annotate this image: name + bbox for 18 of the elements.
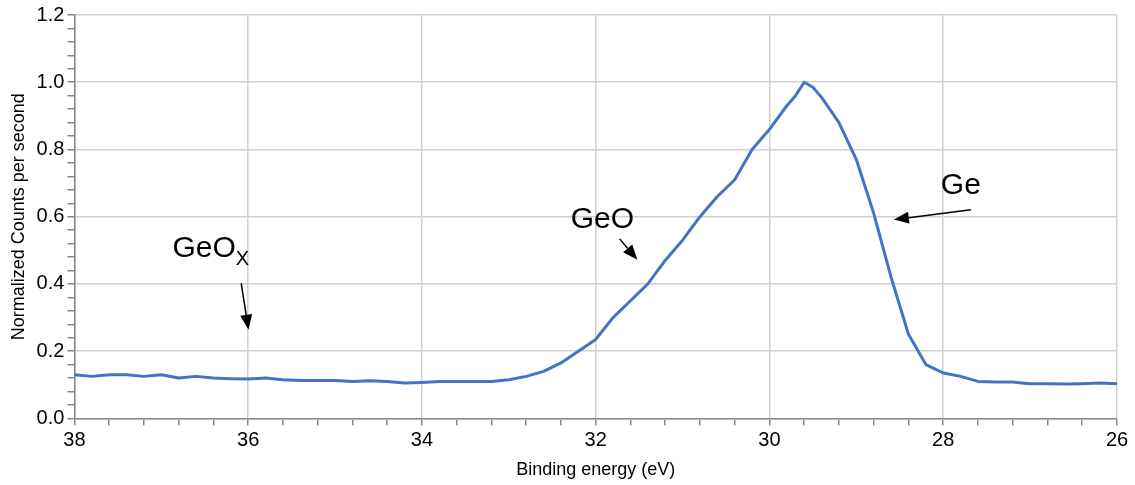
x-tick-label: 30 [758, 427, 781, 450]
x-axis-title: Binding energy (eV) [516, 459, 676, 480]
x-tick-label: 28 [932, 427, 955, 450]
annotation: GeO [570, 201, 635, 234]
y-tick-label: 1.2 [36, 2, 65, 25]
y-tick-label: 0.8 [36, 136, 65, 159]
annotation: Ge [940, 166, 981, 200]
y-tick-label: 0.2 [36, 338, 65, 361]
y-tick-label: 0.4 [36, 271, 65, 294]
x-tick-label: 38 [63, 427, 86, 450]
y-tick-label: 0.6 [36, 204, 65, 227]
x-tick-label: 32 [584, 427, 607, 450]
y-tick-label: 0.0 [36, 405, 65, 428]
y-tick-label: 1.0 [36, 69, 65, 92]
y-axis-title: Normalized Counts per second [7, 93, 28, 341]
x-tick-label: 36 [237, 427, 260, 450]
x-tick-label: 26 [1105, 427, 1129, 450]
x-tick-label: 34 [410, 427, 434, 450]
